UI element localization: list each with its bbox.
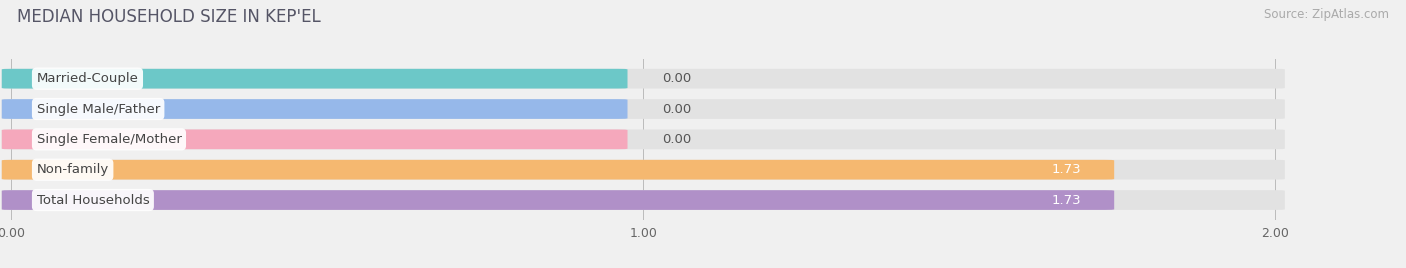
Text: Total Households: Total Households [37,193,149,207]
FancyBboxPatch shape [1,160,1114,180]
Text: 0.00: 0.00 [662,72,692,85]
Text: Non-family: Non-family [37,163,108,176]
Text: 0.00: 0.00 [662,133,692,146]
FancyBboxPatch shape [1,99,627,119]
Text: Married-Couple: Married-Couple [37,72,138,85]
FancyBboxPatch shape [1,129,1285,149]
FancyBboxPatch shape [1,190,1114,210]
FancyBboxPatch shape [1,69,627,88]
Text: Source: ZipAtlas.com: Source: ZipAtlas.com [1264,8,1389,21]
FancyBboxPatch shape [1,69,1285,88]
FancyBboxPatch shape [1,99,1285,119]
Text: Single Male/Father: Single Male/Father [37,103,160,116]
Text: Single Female/Mother: Single Female/Mother [37,133,181,146]
Text: MEDIAN HOUSEHOLD SIZE IN KEP'EL: MEDIAN HOUSEHOLD SIZE IN KEP'EL [17,8,321,26]
Text: 0.00: 0.00 [662,103,692,116]
FancyBboxPatch shape [1,129,627,149]
FancyBboxPatch shape [1,160,1285,180]
Text: 1.73: 1.73 [1052,163,1081,176]
Text: 1.73: 1.73 [1052,193,1081,207]
FancyBboxPatch shape [1,190,1285,210]
